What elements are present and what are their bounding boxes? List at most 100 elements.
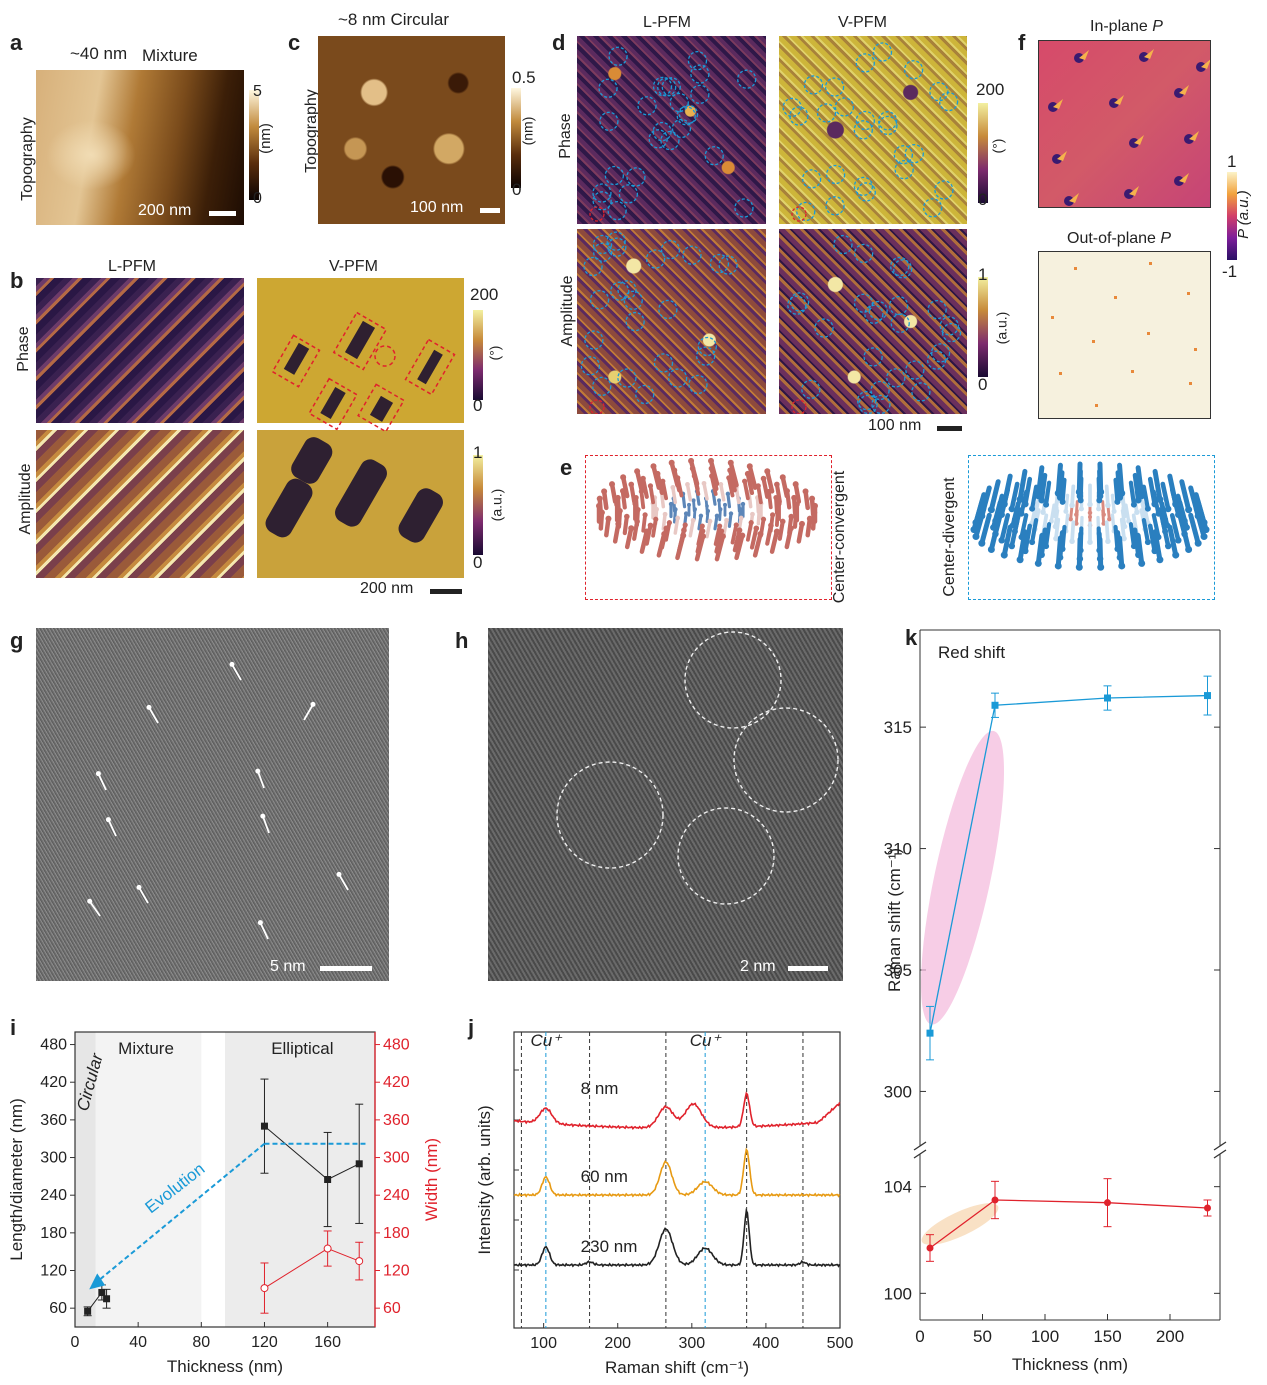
evolution-arrowhead	[89, 1273, 106, 1290]
panel-b-col1: L-PFM	[108, 258, 156, 275]
cbar-d-amp-min: 0	[978, 375, 988, 394]
arrow-head	[1074, 512, 1079, 517]
cbar-a-min: 0	[253, 190, 262, 207]
arrow-head	[717, 498, 722, 503]
polarization-arrow	[728, 460, 739, 488]
panel-f-bottom-title: Out-of-plane P	[1067, 230, 1172, 247]
panel-b-row2: Amplitude	[17, 463, 34, 535]
lpfm-amp-d	[577, 229, 766, 414]
arrow-head	[1075, 563, 1083, 571]
domain-circle	[930, 343, 951, 363]
axis-break	[913, 1149, 927, 1159]
polarization-arrow	[673, 516, 680, 535]
label-elliptical: Elliptical	[271, 1039, 333, 1058]
arrow-head	[699, 523, 705, 529]
cbar-b-amp-max: 1	[473, 443, 483, 462]
polarization-arrow	[1119, 517, 1126, 541]
panel-label-d: d	[552, 30, 566, 55]
polar-dot	[1149, 262, 1152, 265]
arrow-head	[1175, 511, 1182, 518]
domain-circle	[853, 120, 873, 140]
arrow-head	[1156, 556, 1164, 564]
domain-circle	[653, 353, 674, 373]
x-axis-label: Thickness (nm)	[167, 1357, 283, 1376]
arrow-head	[701, 480, 707, 486]
domain-circle	[682, 245, 702, 265]
domain-circle	[853, 176, 874, 196]
polarization-arrow	[1152, 468, 1163, 502]
x-tick-label: 100	[1031, 1327, 1059, 1346]
arrow-head	[1034, 492, 1042, 500]
scalebar-h-label: 2 nm	[740, 958, 776, 975]
domain-circle	[893, 259, 913, 279]
arrow-head	[628, 481, 635, 488]
domain-circle	[855, 110, 876, 131]
polarization-arrow	[708, 458, 720, 487]
polarization-arrow	[641, 512, 648, 533]
arrow-head	[739, 532, 746, 539]
colorbar-d-amp	[978, 277, 988, 377]
polarization-arrow	[749, 526, 759, 550]
scalebar-b-label: 200 nm	[360, 580, 414, 597]
polarization-arrow	[765, 468, 775, 494]
domain-circle	[825, 196, 845, 216]
polarization-arrow	[766, 489, 773, 510]
vortex-bright	[1053, 99, 1063, 109]
arrow-head	[707, 518, 713, 524]
highlight-ellipse-peach	[921, 1203, 999, 1245]
polarization-arrow	[769, 529, 780, 554]
spectrum-line	[513, 1147, 841, 1198]
arrow-head	[1040, 509, 1046, 515]
polarization-arrow	[747, 464, 758, 490]
domain-circle	[789, 106, 809, 126]
data-point	[355, 1160, 363, 1168]
region-mixture	[95, 1032, 202, 1327]
arrow-head	[596, 495, 603, 502]
arrow-head	[642, 512, 648, 518]
data-point	[98, 1288, 106, 1296]
polarization-arrow	[1169, 513, 1181, 543]
arrow-head	[1097, 563, 1105, 571]
domain-circle	[645, 249, 666, 269]
domain-circle	[608, 46, 628, 66]
arrow-head	[1134, 509, 1140, 515]
polar-dot	[1059, 372, 1062, 375]
arrow-head	[748, 520, 754, 526]
domain-circle	[734, 198, 754, 218]
arrow-head	[718, 482, 724, 487]
arrow-head	[1008, 542, 1016, 550]
x-tick-label: 300	[678, 1335, 705, 1352]
arrow-head	[643, 528, 650, 535]
polarization-arrow	[1023, 523, 1033, 554]
domain-circle-red	[589, 399, 605, 414]
outofplane-p-map	[1038, 251, 1211, 419]
y-tick-label: 420	[40, 1074, 67, 1091]
polar-dot	[1074, 267, 1077, 270]
x-tick-label: 120	[251, 1334, 278, 1351]
domain-circle	[690, 64, 710, 84]
polarization-arrow	[1147, 476, 1157, 507]
polarization-arrow	[988, 518, 1001, 552]
arrow-head	[1107, 516, 1112, 522]
polarization-arrow	[752, 531, 763, 558]
arrow-head	[685, 482, 690, 487]
scalebar-a-label: 200 nm	[138, 202, 192, 219]
arrow-head	[680, 532, 687, 539]
arrow-head	[605, 515, 612, 522]
polar-dot	[1194, 348, 1197, 351]
y-tick-label: 120	[40, 1263, 67, 1280]
polarization-arrow	[1104, 484, 1110, 508]
arrow-head	[310, 701, 316, 707]
polar-dot	[1131, 370, 1134, 373]
domain-circle	[926, 350, 947, 370]
arrow-head	[1121, 535, 1127, 542]
polarization-arrow	[1039, 472, 1048, 503]
polarization-arrow	[685, 482, 693, 502]
arrow-head	[728, 511, 734, 516]
domain-circle	[825, 164, 846, 185]
domain-circle	[626, 167, 646, 187]
y-axis-label: Length/diameter (nm)	[7, 1098, 26, 1261]
y2-axis-label: Width (nm)	[422, 1138, 441, 1221]
domain-circle	[789, 292, 810, 312]
arrow-head	[653, 516, 659, 522]
